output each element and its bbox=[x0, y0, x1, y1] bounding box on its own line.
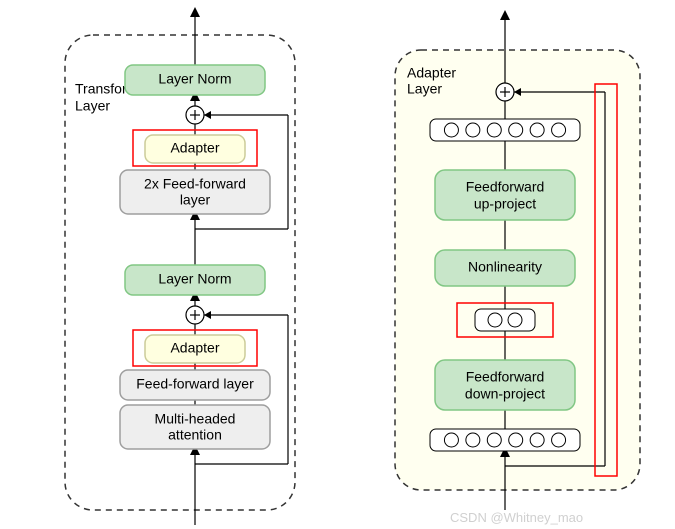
ff2x-l1: 2x Feed-forward bbox=[144, 176, 246, 192]
ln-top-text: Layer Norm bbox=[158, 71, 231, 87]
dots-top-dot bbox=[444, 123, 458, 137]
watermark: CSDN @Whitney_mao bbox=[450, 510, 583, 525]
dots-bot-dot bbox=[466, 433, 480, 447]
ln-mid-text: Layer Norm bbox=[158, 271, 231, 287]
mha-l2: attention bbox=[168, 427, 222, 443]
ffdn-l2: down-project bbox=[465, 386, 545, 402]
adapter-bot-text: Adapter bbox=[170, 340, 219, 356]
dots-bot-dot bbox=[509, 433, 523, 447]
dots-bot-dot bbox=[552, 433, 566, 447]
ffdn-l1: Feedforward bbox=[466, 369, 545, 385]
dots-top-dot bbox=[466, 123, 480, 137]
dots-small-dot bbox=[508, 313, 522, 327]
dots-small-dot bbox=[488, 313, 502, 327]
dots-top-dot bbox=[530, 123, 544, 137]
dots-top-dot bbox=[487, 123, 501, 137]
ff2x-l2: layer bbox=[180, 192, 211, 208]
adapter-label-l2: Layer bbox=[407, 81, 442, 97]
dots-bot-dot bbox=[444, 433, 458, 447]
transformer-label-l2: Layer bbox=[75, 98, 110, 114]
adapter-label-l1: Adapter bbox=[407, 65, 456, 81]
dots-top-dot bbox=[552, 123, 566, 137]
ff-text: Feed-forward layer bbox=[136, 376, 254, 392]
dots-bot-dot bbox=[487, 433, 501, 447]
dots-bot-dot bbox=[530, 433, 544, 447]
mha-l1: Multi-headed bbox=[155, 411, 236, 427]
nonlin-text: Nonlinearity bbox=[468, 259, 542, 275]
ffup-l2: up-project bbox=[474, 196, 536, 212]
adapter-top-text: Adapter bbox=[170, 140, 219, 156]
ffup-l1: Feedforward bbox=[466, 179, 545, 195]
dots-top-dot bbox=[509, 123, 523, 137]
dotrow-frame bbox=[475, 309, 535, 331]
